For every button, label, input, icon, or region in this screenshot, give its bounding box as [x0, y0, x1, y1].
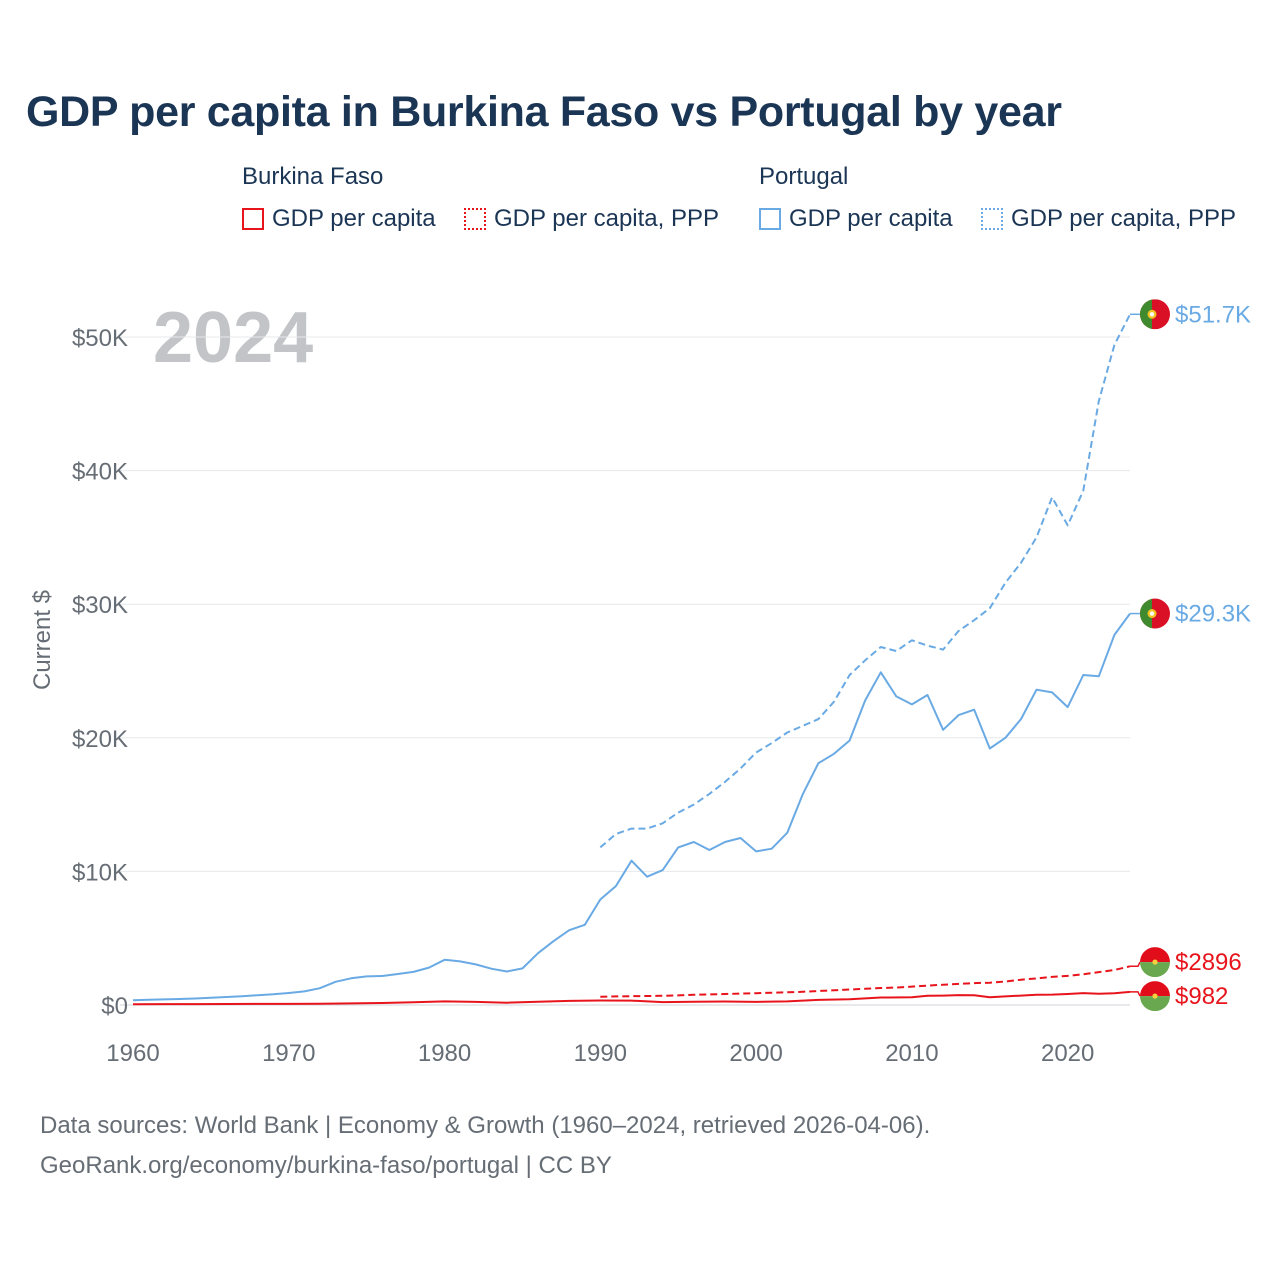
legend-label: GDP per capita — [789, 205, 953, 232]
line-chart: 2024 Current $ $0 $10K $20K $30K $40K $50K 19… — [29, 298, 1251, 1067]
chart-title: GDP per capita in Burkina Faso vs Portug… — [26, 88, 1062, 136]
legend-group-portugal: Portugal — [759, 163, 849, 190]
x-tick-label: 2010 — [885, 1040, 938, 1067]
legend-label: GDP per capita, PPP — [1011, 205, 1236, 232]
legend-item-portugal-gdp[interactable]: GDP per capita — [759, 205, 953, 233]
burkina-faso-flag-icon — [1140, 981, 1170, 1012]
legend-item-portugal-gdp-ppp[interactable]: GDP per capita, PPP — [981, 205, 1236, 233]
legend-group-burkina-faso: Burkina Faso — [242, 163, 384, 190]
burkina-line — [132, 990, 1131, 1006]
portugal-flag-icon — [1140, 299, 1170, 330]
y-axis-label: Current $ — [29, 590, 56, 690]
x-tick-label: 1980 — [418, 1040, 471, 1067]
x-tick-label: 1990 — [574, 1040, 627, 1067]
legend-swatch-solid — [242, 208, 264, 230]
legend-label: GDP per capita — [272, 205, 436, 232]
y-tick-label: $20K — [72, 726, 128, 753]
legend-swatch-solid — [759, 208, 781, 230]
portugal-ppp-line — [599, 313, 1131, 849]
burkina-ppp-line — [600, 965, 1131, 998]
end-value-label: $51.7K — [1175, 301, 1251, 328]
end-value-label: $29.3K — [1175, 601, 1251, 628]
y-tick-label: $30K — [72, 592, 128, 619]
x-tick-label: 1960 — [106, 1040, 159, 1067]
leader-line — [1130, 961, 1141, 968]
portugal-flag-icon — [1140, 598, 1170, 629]
legend-swatch-dotted — [981, 208, 1003, 230]
portugal-line — [132, 613, 1131, 1002]
y-tick-label: $50K — [72, 325, 128, 352]
end-value-label: $982 — [1175, 983, 1228, 1010]
y-tick-label: $10K — [72, 859, 128, 886]
x-tick-label: 2000 — [729, 1040, 782, 1067]
y-tick-label: $40K — [72, 459, 128, 486]
y-tick-label: $0 — [101, 993, 128, 1020]
legend-item-burkina-gdp-ppp[interactable]: GDP per capita, PPP — [464, 205, 719, 233]
burkina-faso-flag-icon — [1140, 947, 1170, 978]
legend-label: GDP per capita, PPP — [494, 205, 719, 232]
year-watermark: 2024 — [153, 298, 313, 378]
legend-swatch-dotted — [464, 208, 486, 230]
legend-item-burkina-gdp[interactable]: GDP per capita — [242, 205, 436, 233]
x-tick-label: 2020 — [1041, 1040, 1094, 1067]
source-link[interactable]: GeoRank.org/economy/burkina-faso/portuga… — [40, 1152, 612, 1179]
end-value-label: $2896 — [1175, 949, 1242, 976]
leader-line — [1130, 991, 1141, 997]
source-line-1: Data sources: World Bank | Economy & Gro… — [40, 1112, 931, 1139]
source-note: Data sources: World Bank | Economy & Gro… — [40, 1106, 930, 1186]
x-tick-label: 1970 — [262, 1040, 315, 1067]
